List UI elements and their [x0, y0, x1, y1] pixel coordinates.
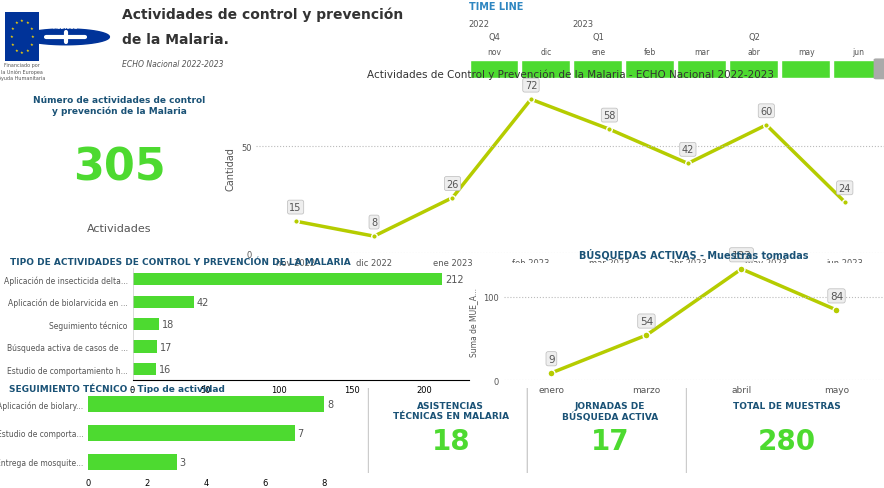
- Text: ★: ★: [20, 51, 24, 55]
- Bar: [88, 425, 294, 441]
- FancyBboxPatch shape: [873, 60, 884, 80]
- Text: Actividades: Actividades: [88, 224, 151, 234]
- Y-axis label: Cantidad: Cantidad: [225, 146, 235, 190]
- Text: 42: 42: [197, 297, 210, 307]
- Text: 212: 212: [446, 275, 464, 285]
- Text: 24: 24: [839, 183, 851, 193]
- Text: 9: 9: [548, 354, 554, 364]
- Text: 54: 54: [640, 316, 653, 326]
- Text: ★: ★: [29, 27, 33, 31]
- Text: 84: 84: [830, 291, 843, 301]
- Text: ★: ★: [20, 19, 24, 23]
- Text: mar: mar: [695, 48, 710, 57]
- Text: ★: ★: [31, 35, 34, 39]
- X-axis label: Año: Año: [560, 273, 580, 283]
- Text: ★: ★: [15, 49, 19, 53]
- Text: 18: 18: [431, 427, 470, 455]
- Text: jun: jun: [852, 48, 864, 57]
- Text: Actividades de control y prevención: Actividades de control y prevención: [122, 7, 403, 21]
- Text: 2023: 2023: [573, 20, 593, 29]
- Text: nov: nov: [487, 48, 501, 57]
- Text: 17: 17: [591, 427, 629, 455]
- Text: 60: 60: [760, 106, 773, 117]
- Text: DEL MUNDO: DEL MUNDO: [49, 46, 82, 52]
- Text: de la Malaria.: de la Malaria.: [122, 33, 228, 47]
- Text: 42: 42: [682, 145, 694, 155]
- Bar: [133, 296, 194, 308]
- FancyBboxPatch shape: [781, 61, 830, 79]
- Text: ★: ★: [29, 43, 33, 47]
- Text: Número de actividades de control
y prevención de la Malaria: Número de actividades de control y preve…: [34, 96, 205, 116]
- Text: ene: ene: [591, 48, 606, 57]
- Text: ★: ★: [11, 27, 14, 31]
- Text: ★: ★: [26, 21, 29, 25]
- Title: BÚSQUEDAS ACTIVAS - Muestras tomadas: BÚSQUEDAS ACTIVAS - Muestras tomadas: [579, 248, 809, 260]
- Text: TIPO DE ACTIVIDADES DE CONTROL Y PREVENCIÓN DE LA MALARIA: TIPO DE ACTIVIDADES DE CONTROL Y PREVENC…: [10, 258, 350, 267]
- Text: 8: 8: [371, 218, 377, 227]
- Text: 3: 3: [179, 457, 186, 467]
- Text: ★: ★: [11, 43, 14, 47]
- Title: Actividades de Control y Prevención de la Malaria - ECHO Nacional 2022-2023: Actividades de Control y Prevención de l…: [367, 69, 774, 80]
- Text: dic: dic: [541, 48, 552, 57]
- Text: 2022: 2022: [469, 20, 490, 29]
- Text: Q4: Q4: [489, 33, 500, 42]
- FancyBboxPatch shape: [522, 61, 570, 79]
- FancyBboxPatch shape: [625, 61, 674, 79]
- Text: 15: 15: [289, 203, 301, 213]
- Text: 8: 8: [327, 399, 333, 409]
- Text: ASISTENCIAS
TÉCNICAS EN MALARIA: ASISTENCIAS TÉCNICAS EN MALARIA: [392, 401, 509, 420]
- Bar: [88, 396, 324, 412]
- Text: abr: abr: [748, 48, 760, 57]
- Text: 16: 16: [159, 365, 171, 374]
- FancyBboxPatch shape: [833, 61, 882, 79]
- X-axis label: Número de actividades: Número de actividades: [252, 400, 349, 409]
- Text: Q2: Q2: [748, 33, 760, 42]
- Polygon shape: [22, 30, 110, 46]
- Text: JORNADAS DE
BÚSQUEDA ACTIVA: JORNADAS DE BÚSQUEDA ACTIVA: [562, 401, 658, 421]
- Text: SEGUIMIENTO TÉCNICO - Tipo de actividad: SEGUIMIENTO TÉCNICO - Tipo de actividad: [9, 383, 225, 393]
- FancyBboxPatch shape: [677, 61, 726, 79]
- Text: 305: 305: [73, 146, 165, 189]
- Text: may: may: [797, 48, 814, 57]
- Bar: [133, 363, 156, 376]
- Text: 72: 72: [525, 81, 537, 91]
- Text: 18: 18: [162, 320, 174, 329]
- Text: ECHO Nacional 2022-2023: ECHO Nacional 2022-2023: [122, 60, 223, 69]
- Text: 26: 26: [446, 179, 459, 189]
- Bar: [88, 454, 177, 469]
- Text: 133: 133: [732, 250, 751, 260]
- Text: ★: ★: [15, 21, 19, 25]
- FancyBboxPatch shape: [5, 13, 39, 61]
- FancyBboxPatch shape: [574, 61, 622, 79]
- FancyBboxPatch shape: [729, 61, 778, 79]
- Text: TIME LINE: TIME LINE: [469, 2, 523, 12]
- Text: feb: feb: [644, 48, 657, 57]
- Text: ★: ★: [10, 35, 13, 39]
- Text: TOTAL DE MUESTRAS: TOTAL DE MUESTRAS: [733, 401, 841, 410]
- Text: 280: 280: [758, 427, 816, 455]
- Bar: [133, 318, 159, 331]
- FancyBboxPatch shape: [469, 61, 518, 79]
- Text: 17: 17: [160, 342, 172, 352]
- Text: 7: 7: [298, 428, 304, 438]
- Bar: [133, 341, 157, 353]
- Text: Q1: Q1: [592, 33, 605, 42]
- Y-axis label: Suma de MUE_A...: Suma de MUE_A...: [469, 287, 477, 357]
- Text: MÉDICOS: MÉDICOS: [53, 25, 79, 30]
- Text: ★: ★: [26, 49, 29, 53]
- Text: 58: 58: [603, 111, 615, 121]
- Bar: [133, 273, 442, 286]
- Text: Financiado por
la Unión Europea
Ayuda Humanitaria: Financiado por la Unión Europea Ayuda Hu…: [0, 63, 46, 81]
